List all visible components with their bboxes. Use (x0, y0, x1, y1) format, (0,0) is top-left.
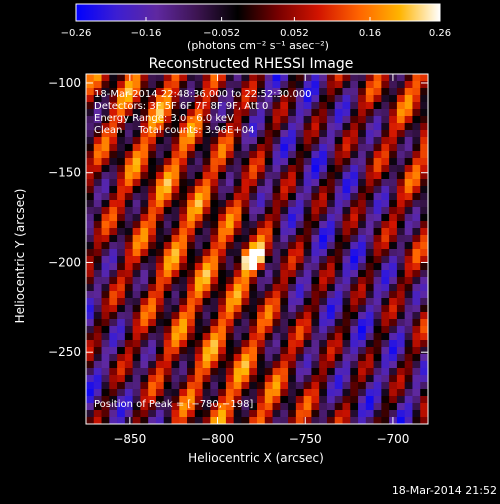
plot-frame (85, 73, 429, 425)
y-tick-label: −150 (48, 166, 81, 180)
colorbar-tick-label: −0.16 (131, 28, 162, 39)
colorbar-unit-label: (photons cm⁻² s⁻¹ asec⁻²) (187, 39, 329, 52)
x-tick-label: −700 (376, 432, 409, 446)
colorbar-tick-label: −0.26 (61, 28, 92, 39)
y-tick-label: −100 (48, 76, 81, 90)
chart-title: Reconstructed RHESSI Image (149, 56, 354, 72)
y-tick-label: −250 (48, 345, 81, 359)
colorbar: −0.26 −0.16 −0.052 0.052 0.16 0.26 (photons c… (61, 3, 451, 52)
info-line-time: 18-Mar-2014 22:48:36.000 to 22:52:30.000 (94, 89, 312, 100)
info-block: 18-Mar-2014 22:48:36.000 to 22:52:30.000… (94, 89, 312, 136)
y-axis-label: Heliocentric Y (arcsec) (13, 189, 27, 324)
info-line-energy: Energy Range: 3.0 - 6.0 keV (94, 113, 234, 124)
y-tick-label: −200 (48, 255, 81, 269)
colorbar-tick-label: −0.052 (203, 28, 240, 39)
info-line-detectors: Detectors: 3F 5F 6F 7F 8F 9F, Att 0 (94, 101, 268, 112)
axes: −850 −800 −750 −700 −100 −150 −200 −250 (48, 73, 429, 446)
x-axis-label: Heliocentric X (arcsec) (188, 451, 324, 465)
heatmap-image (86, 74, 429, 425)
x-tick-label: −800 (201, 432, 234, 446)
colorbar-ticks: −0.26 −0.16 −0.052 0.052 0.16 0.26 (61, 17, 451, 39)
x-tick-label: −850 (113, 432, 146, 446)
colorbar-tick-label: 0.26 (429, 28, 451, 39)
colorbar-tick-label: 0.16 (359, 28, 381, 39)
colorbar-tick-label: 0.052 (280, 28, 309, 39)
footer-timestamp: 18-Mar-2014 21:52 (392, 484, 497, 497)
info-line-clean: Clean Total counts: 3.96E+04 (94, 125, 254, 136)
colorbar-gradient (75, 3, 441, 22)
x-tick-label: −750 (289, 432, 322, 446)
peak-position-label: Position of Peak = [−780,−198] (94, 399, 253, 410)
